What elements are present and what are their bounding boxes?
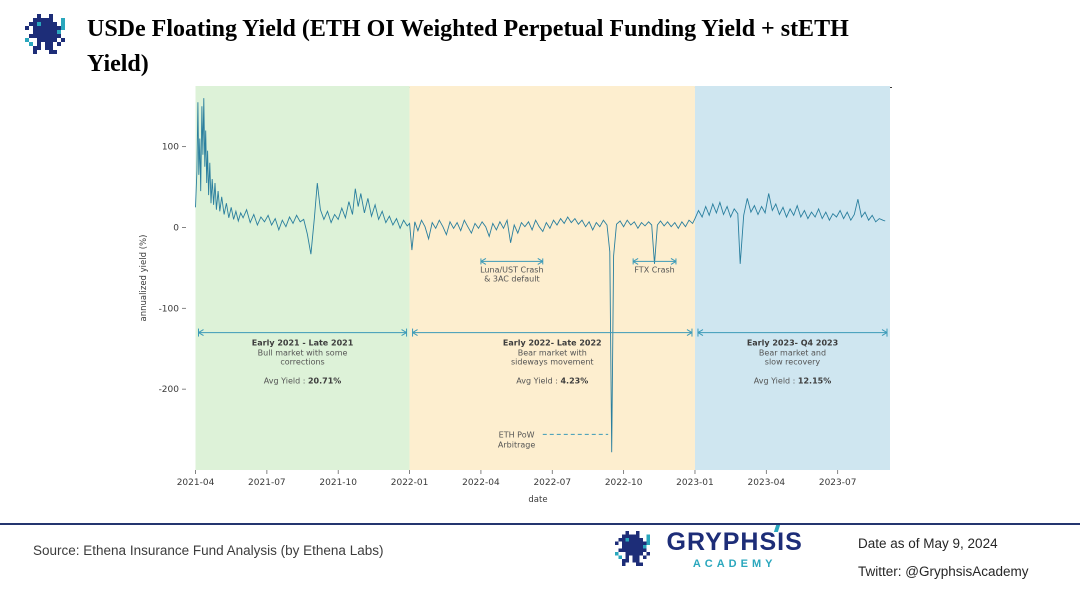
svg-text:Avg Yield : 12.15%: Avg Yield : 12.15% <box>754 377 832 386</box>
svg-text:2021-04: 2021-04 <box>177 478 215 488</box>
svg-text:Luna/UST Crash: Luna/UST Crash <box>480 265 543 274</box>
source-text: Source: Ethena Insurance Fund Analysis (… <box>33 543 384 558</box>
twitter-handle: Twitter: @GryphsisAcademy <box>858 564 1029 579</box>
market-phase-band <box>409 86 695 470</box>
svg-text:2022-01: 2022-01 <box>391 478 429 488</box>
brand-wordmark: GRYPHSIS ACADEMY <box>667 525 803 570</box>
svg-text:0: 0 <box>173 223 179 233</box>
svg-text:Bull market with some: Bull market with some <box>258 349 348 358</box>
svg-text:Arbitrage: Arbitrage <box>498 440 535 449</box>
svg-text:FTX Crash: FTX Crash <box>634 265 674 274</box>
svg-text:2022-04: 2022-04 <box>462 478 500 488</box>
svg-text:annualized yield (%): annualized yield (%) <box>139 235 149 322</box>
svg-text:2023-04: 2023-04 <box>748 478 786 488</box>
event-annotations: Luna/UST Crash& 3AC default FTX Crash ETH … <box>480 257 677 449</box>
svg-text:Avg Yield : 4.23%: Avg Yield : 4.23% <box>516 377 588 386</box>
footer-divider <box>0 523 1080 525</box>
svg-text:sideways movement: sideways movement <box>511 358 594 367</box>
market-phase-band <box>694 86 890 470</box>
svg-text:2023-07: 2023-07 <box>819 478 857 488</box>
svg-text:100: 100 <box>162 143 179 153</box>
y-axis: 100 0 -100 -200 annualized yield (%) <box>139 143 186 395</box>
svg-text:Early 2021 - Late 2021: Early 2021 - Late 2021 <box>252 339 354 348</box>
yield-line <box>195 98 886 453</box>
market-phase-band <box>195 86 410 470</box>
meta-block: Date as of May 9, 2024 Twitter: @Gryphsi… <box>858 536 1029 579</box>
header: USDe Floating Yield (ETH OI Weighted Per… <box>25 12 907 82</box>
brand-subtitle: ACADEMY <box>692 558 777 570</box>
svg-text:2021-10: 2021-10 <box>319 478 357 488</box>
yield-line-group <box>195 98 886 453</box>
svg-text:slow recovery: slow recovery <box>765 358 821 367</box>
page-title: USDe Floating Yield (ETH OI Weighted Per… <box>87 16 849 77</box>
svg-text:-100: -100 <box>159 304 180 314</box>
svg-text:2023-01: 2023-01 <box>676 478 714 488</box>
gryphsis-dragon-logo-icon <box>25 14 69 59</box>
phase-bands <box>195 86 890 470</box>
svg-text:ETH PoW: ETH PoW <box>499 430 535 439</box>
svg-text:date: date <box>528 495 547 505</box>
svg-text:Early 2022- Late 2022: Early 2022- Late 2022 <box>503 339 602 348</box>
svg-text:Avg Yield : 20.71%: Avg Yield : 20.71% <box>264 377 342 386</box>
brand-block: GRYPHSIS ACADEMY <box>615 525 803 571</box>
svg-text:2022-07: 2022-07 <box>533 478 571 488</box>
svg-text:Bear market with: Bear market with <box>518 349 587 358</box>
svg-text:Early 2023- Q4 2023: Early 2023- Q4 2023 <box>747 339 838 348</box>
date-as-of: Date as of May 9, 2024 <box>858 536 998 551</box>
svg-text:& 3AC default: & 3AC default <box>484 274 539 283</box>
x-axis: 2021-04 2021-07 2021-10 2022-01 2022-04 2022-… <box>177 470 857 505</box>
svg-text:Bear market and: Bear market and <box>759 349 826 358</box>
svg-text:corrections: corrections <box>280 358 324 367</box>
svg-text:-200: -200 <box>159 385 180 395</box>
svg-text:2021-07: 2021-07 <box>248 478 286 488</box>
brand-name: GRYPHSIS <box>667 525 803 555</box>
phase-arrows <box>198 328 888 337</box>
svg-text:2022-10: 2022-10 <box>605 478 643 488</box>
gryphsis-dragon-logo-icon <box>615 531 654 571</box>
